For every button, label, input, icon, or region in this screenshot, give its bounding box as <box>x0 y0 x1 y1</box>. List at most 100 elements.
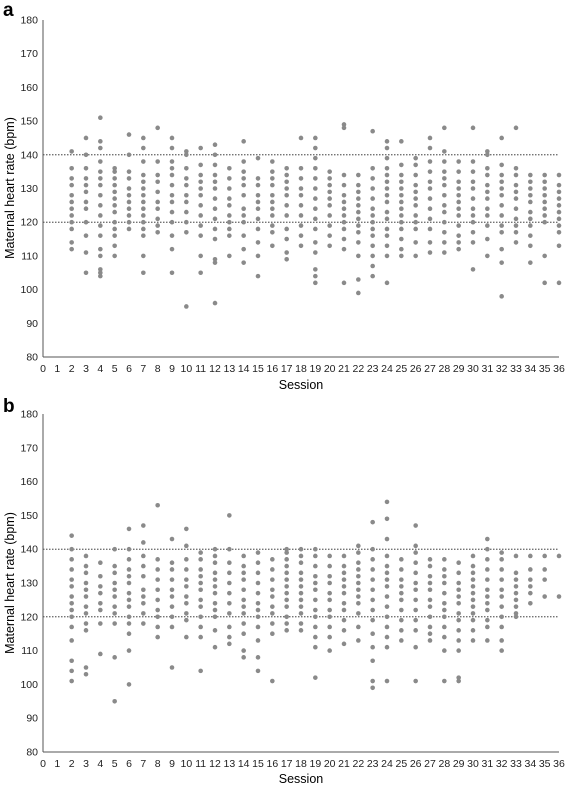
data-point <box>456 199 461 205</box>
data-point <box>513 614 519 620</box>
data-point <box>528 590 533 596</box>
data-point <box>528 567 533 572</box>
data-point <box>556 553 562 559</box>
x-tick-label: 2 <box>69 758 75 770</box>
data-point <box>499 213 504 218</box>
data-point <box>313 607 318 613</box>
panel-label-b: b <box>3 396 15 417</box>
x-tick-label: 24 <box>381 363 393 375</box>
data-point <box>313 145 318 151</box>
data-point <box>155 179 160 185</box>
data-point <box>399 584 404 589</box>
data-point <box>499 179 504 185</box>
x-tick-label: 11 <box>195 758 206 770</box>
data-point <box>356 567 361 572</box>
data-point <box>327 176 332 181</box>
data-point <box>413 678 418 684</box>
data-point <box>212 546 218 552</box>
data-point <box>485 152 490 158</box>
data-point <box>126 206 132 212</box>
data-point <box>470 584 476 589</box>
data-point <box>356 182 361 188</box>
data-point <box>83 563 89 569</box>
data-point <box>528 553 533 559</box>
data-point <box>169 172 175 178</box>
data-point <box>384 553 390 559</box>
data-point <box>298 560 304 566</box>
data-point <box>241 246 246 252</box>
data-point <box>83 628 89 633</box>
data-point <box>442 209 447 215</box>
data-point <box>427 557 433 562</box>
data-point <box>241 182 246 188</box>
data-point <box>499 186 504 191</box>
x-tick-label: 17 <box>281 758 293 770</box>
data-point <box>470 159 476 164</box>
scatter-points-a <box>69 115 562 309</box>
data-point <box>370 213 375 218</box>
data-point <box>98 267 103 272</box>
data-point <box>298 135 304 141</box>
data-point <box>184 209 189 215</box>
data-point <box>456 240 461 245</box>
data-point <box>528 223 533 228</box>
data-point <box>141 600 146 606</box>
y-tick-label: 160 <box>20 476 38 488</box>
data-point <box>370 243 375 249</box>
data-point <box>499 203 504 208</box>
x-tick-labels-a: 0 1 2 3 4 5 6 7 8 9 10 11 12 13 14 15 16 17 18 19 20 21 22 23 24… <box>40 363 565 375</box>
x-tick-label: 8 <box>155 758 161 770</box>
x-tick-label: 14 <box>238 363 250 375</box>
data-point <box>370 658 375 664</box>
data-point <box>198 203 203 208</box>
data-point <box>98 169 103 174</box>
data-point <box>313 240 318 245</box>
data-point <box>298 546 304 552</box>
data-point <box>528 216 533 222</box>
x-tick-label: 12 <box>209 363 221 375</box>
data-point <box>413 550 418 555</box>
y-tick-labels-b: 80 90 100 110 120 130 140 150 160 170 180 <box>20 409 38 759</box>
data-point <box>499 172 504 178</box>
data-point <box>212 607 218 613</box>
data-point <box>370 253 375 259</box>
data-point <box>399 590 404 596</box>
data-point <box>470 213 476 218</box>
data-point <box>141 199 146 205</box>
data-point <box>112 209 117 215</box>
data-point <box>456 648 461 653</box>
data-point <box>212 142 218 147</box>
data-point <box>499 594 504 599</box>
x-tick-label: 27 <box>424 758 436 770</box>
data-point <box>370 128 375 134</box>
data-point <box>556 230 562 235</box>
x-tick-label: 20 <box>324 363 336 375</box>
data-point <box>83 176 89 181</box>
data-point <box>184 152 189 158</box>
data-point <box>298 186 304 191</box>
data-point <box>255 182 261 188</box>
data-point <box>399 219 404 225</box>
data-point <box>456 570 461 576</box>
data-point <box>69 668 74 674</box>
y-tick-label: 100 <box>20 284 38 296</box>
data-point <box>513 240 519 245</box>
data-point <box>341 600 347 606</box>
data-point <box>284 236 289 242</box>
data-point <box>313 250 318 255</box>
y-tick-label: 130 <box>20 183 38 195</box>
data-point <box>399 253 404 259</box>
x-tick-label: 14 <box>238 758 250 770</box>
y-tick-label: 150 <box>20 116 38 128</box>
data-point <box>470 611 476 616</box>
data-point <box>399 638 404 643</box>
data-point <box>384 209 390 215</box>
data-point <box>141 135 146 141</box>
data-point <box>83 189 89 195</box>
data-point <box>284 213 289 218</box>
data-point <box>313 267 318 272</box>
data-point <box>456 159 461 164</box>
data-point <box>241 570 246 576</box>
data-point <box>356 189 361 195</box>
data-point <box>399 577 404 582</box>
